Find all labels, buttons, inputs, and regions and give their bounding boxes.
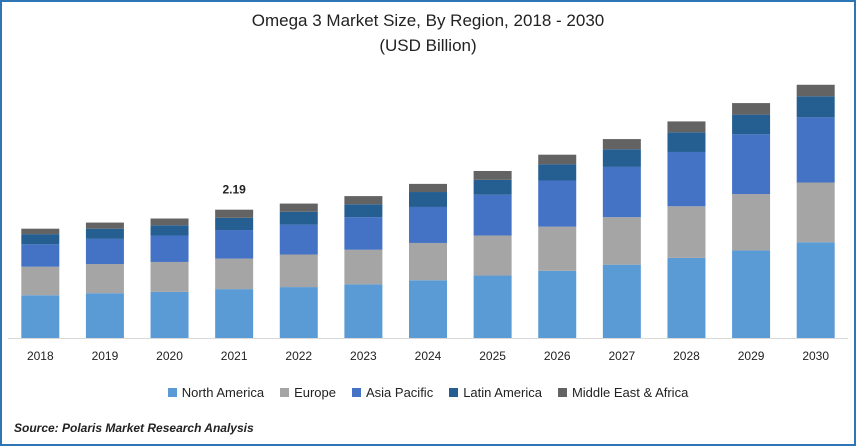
bar-segment-2026-middle-east-africa: [538, 154, 577, 165]
bar-segment-2021-north-america: [215, 289, 254, 338]
bar-segment-2029-europe: [732, 194, 771, 251]
bar-segment-2018-asia-pacific: [21, 244, 60, 267]
legend-label: Middle East & Africa: [571, 385, 689, 400]
bar-segment-2030-middle-east-africa: [796, 84, 835, 97]
x-tick-label: 2029: [738, 349, 765, 363]
bar-segment-2026-asia-pacific: [538, 180, 577, 227]
bar-segment-2027-middle-east-africa: [602, 139, 641, 150]
x-tick-label: 2026: [544, 349, 571, 363]
bar-segment-2028-latin-america: [667, 132, 706, 152]
chart-subtitle: (USD Billion): [379, 36, 477, 55]
bar-segment-2022-asia-pacific: [279, 224, 318, 255]
bar-segment-2026-north-america: [538, 270, 577, 338]
bar-segment-2028-asia-pacific: [667, 151, 706, 207]
bar-segment-2024-europe: [409, 242, 447, 281]
x-tick-label: 2021: [221, 349, 248, 363]
bar-segment-2025-europe: [473, 235, 512, 276]
bar-segment-2020-middle-east-africa: [150, 218, 189, 226]
x-tick-label: 2025: [479, 349, 506, 363]
bar-segment-2019-asia-pacific: [85, 238, 124, 264]
x-tick-label: 2020: [156, 349, 183, 363]
bar-segment-2023-asia-pacific: [344, 217, 383, 250]
bar-segment-2026-latin-america: [538, 164, 577, 181]
bar-segment-2023-middle-east-africa: [344, 196, 383, 205]
bar-segment-2026-europe: [538, 226, 577, 271]
x-tick-label: 2018: [27, 349, 54, 363]
bar-segment-2024-latin-america: [409, 192, 447, 207]
bar-segment-2019-europe: [85, 263, 124, 294]
bar-segment-2030-europe: [796, 182, 835, 243]
legend-item-asia-pacific: Asia Pacific: [352, 385, 433, 400]
legend-swatch: [280, 388, 290, 397]
bar-segment-2030-asia-pacific: [796, 117, 835, 183]
legend-swatch: [557, 388, 567, 397]
bar-segment-2024-middle-east-africa: [409, 183, 447, 193]
bar-segment-2022-latin-america: [279, 211, 318, 225]
bar-segment-2022-north-america: [279, 287, 318, 338]
bar-segment-2020-north-america: [150, 291, 189, 338]
bar-segment-2030-north-america: [796, 242, 835, 338]
bar-segment-2019-latin-america: [85, 228, 124, 239]
bar-segment-2023-north-america: [344, 284, 383, 338]
bar-segment-2018-europe: [21, 266, 60, 296]
legend-item-europe: Europe: [280, 385, 336, 400]
chart-legend: North America Europe Asia Pacific Latin Ame…: [0, 385, 856, 400]
bar-segment-2025-north-america: [473, 275, 512, 338]
legend-swatch: [449, 388, 459, 397]
bar-segment-2020-asia-pacific: [150, 235, 189, 262]
bar-segment-2025-middle-east-africa: [473, 170, 512, 180]
x-tick-label: 2023: [350, 349, 377, 363]
bar-segment-2023-europe: [344, 249, 383, 285]
legend-swatch: [167, 388, 177, 397]
bar-segment-2028-europe: [667, 206, 706, 258]
bar-segment-2018-latin-america: [21, 234, 60, 245]
bar-segment-2027-asia-pacific: [602, 166, 641, 218]
bar-segment-2022-europe: [279, 254, 318, 288]
bar-segment-2020-europe: [150, 261, 189, 292]
bar-segment-2028-middle-east-africa: [667, 121, 706, 133]
bar-segment-2029-asia-pacific: [732, 134, 771, 195]
bar-segment-2029-middle-east-africa: [732, 103, 771, 115]
source-note: Source: Polaris Market Research Analysis: [14, 421, 254, 435]
legend-label: North America: [181, 385, 265, 400]
bar-segment-2027-latin-america: [602, 149, 641, 167]
legend-item-middle-east-africa: Middle East & Africa: [557, 385, 689, 400]
bar-segment-2021-asia-pacific: [215, 230, 254, 259]
x-tick-label: 2019: [92, 349, 119, 363]
bar-segment-2018-north-america: [21, 295, 60, 338]
bar-segment-2029-latin-america: [732, 114, 771, 135]
legend-label: Latin America: [463, 385, 542, 400]
bar-segment-2027-north-america: [602, 264, 641, 338]
bar-segment-2024-north-america: [409, 280, 447, 338]
legend-item-north-america: North America: [167, 385, 265, 400]
x-tick-label: 2030: [802, 349, 829, 363]
legend-swatch: [352, 388, 361, 397]
bar-segment-2030-latin-america: [796, 96, 835, 118]
legend-item-latin-america: Latin America: [449, 385, 542, 400]
bar-segment-2021-latin-america: [215, 217, 254, 231]
bar-segment-2024-asia-pacific: [409, 206, 447, 243]
bar-segment-2021-europe: [215, 258, 254, 290]
bar-segment-2019-middle-east-africa: [85, 222, 124, 229]
legend-label: Europe: [294, 385, 336, 400]
bar-segment-2021-middle-east-africa: [215, 209, 254, 218]
data-label-2021: 2.19: [222, 183, 246, 197]
bar-segment-2022-middle-east-africa: [279, 203, 318, 212]
bar-segment-2027-europe: [602, 217, 641, 265]
bar-segment-2023-latin-america: [344, 204, 383, 218]
x-tick-label: 2028: [673, 349, 700, 363]
bar-segment-2019-north-america: [85, 293, 124, 338]
x-tick-label: 2022: [285, 349, 312, 363]
bar-segment-2025-latin-america: [473, 179, 512, 195]
x-tick-label: 2027: [608, 349, 635, 363]
chart-title: Omega 3 Market Size, By Region, 2018 - 2…: [251, 11, 605, 30]
bar-segment-2018-middle-east-africa: [21, 228, 60, 235]
bar-segment-2028-north-america: [667, 257, 706, 338]
bar-segment-2029-north-america: [732, 250, 771, 338]
bar-segment-2025-asia-pacific: [473, 194, 512, 236]
bar-segment-2020-latin-america: [150, 225, 189, 236]
x-tick-label: 2024: [415, 349, 442, 363]
legend-label: Asia Pacific: [366, 385, 434, 400]
